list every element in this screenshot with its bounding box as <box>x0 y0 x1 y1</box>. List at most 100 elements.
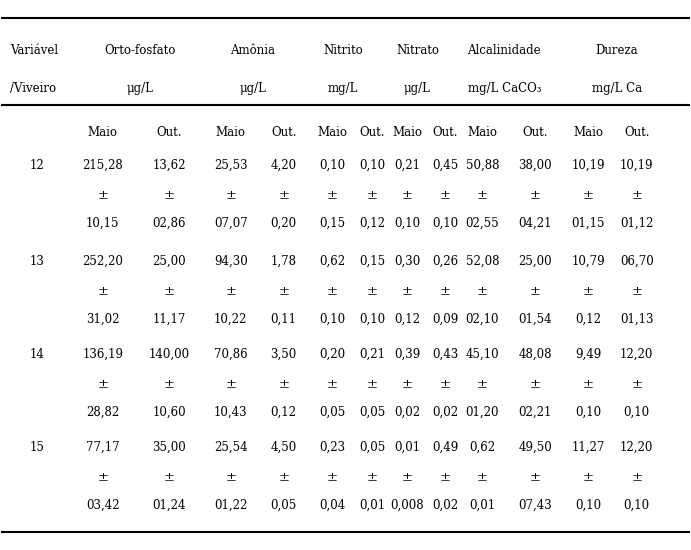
Text: mg/L CaCO₃: mg/L CaCO₃ <box>468 82 541 96</box>
Text: 31,02: 31,02 <box>86 312 120 325</box>
Text: 0,15: 0,15 <box>319 217 346 229</box>
Text: 1,78: 1,78 <box>271 255 296 268</box>
Text: ±: ± <box>439 471 451 484</box>
Text: 0,008: 0,008 <box>390 498 424 512</box>
Text: 01,24: 01,24 <box>152 498 186 512</box>
Text: 0,05: 0,05 <box>319 405 346 419</box>
Text: 0,10: 0,10 <box>575 405 601 419</box>
Text: ±: ± <box>366 285 377 298</box>
Text: ±: ± <box>530 378 540 391</box>
Text: ±: ± <box>401 189 413 202</box>
Text: 02,86: 02,86 <box>152 217 186 229</box>
Text: Maio: Maio <box>573 126 603 139</box>
Text: 0,15: 0,15 <box>359 255 385 268</box>
Text: ±: ± <box>164 189 175 202</box>
Text: 06,70: 06,70 <box>620 255 654 268</box>
Text: 0,12: 0,12 <box>359 217 385 229</box>
Text: 52,08: 52,08 <box>466 255 499 268</box>
Text: 49,50: 49,50 <box>518 441 552 454</box>
Text: ±: ± <box>327 189 338 202</box>
Text: 252,20: 252,20 <box>82 255 123 268</box>
Text: ±: ± <box>225 285 236 298</box>
Text: 10,15: 10,15 <box>86 217 120 229</box>
Text: ±: ± <box>583 285 594 298</box>
Text: 04,21: 04,21 <box>518 217 552 229</box>
Text: 0,02: 0,02 <box>432 498 458 512</box>
Text: 0,62: 0,62 <box>469 441 495 454</box>
Text: 25,00: 25,00 <box>152 255 186 268</box>
Text: ±: ± <box>164 378 175 391</box>
Text: ±: ± <box>225 189 236 202</box>
Text: Orto-fosfato: Orto-fosfato <box>104 44 176 57</box>
Text: 01,20: 01,20 <box>466 405 499 419</box>
Text: ±: ± <box>278 378 290 391</box>
Text: 25,53: 25,53 <box>214 159 247 172</box>
Text: Out.: Out. <box>624 126 650 139</box>
Text: 0,39: 0,39 <box>394 348 420 361</box>
Text: 01,12: 01,12 <box>620 217 654 229</box>
Text: 0,01: 0,01 <box>469 498 495 512</box>
Text: ±: ± <box>631 189 642 202</box>
Text: 03,42: 03,42 <box>86 498 120 512</box>
Text: 10,60: 10,60 <box>152 405 186 419</box>
Text: 01,22: 01,22 <box>214 498 247 512</box>
Text: mg/L: mg/L <box>328 82 359 96</box>
Text: 01,54: 01,54 <box>518 312 552 325</box>
Text: ±: ± <box>327 471 338 484</box>
Text: 215,28: 215,28 <box>82 159 123 172</box>
Text: Nitrato: Nitrato <box>396 44 439 57</box>
Text: 0,20: 0,20 <box>319 348 346 361</box>
Text: 28,82: 28,82 <box>86 405 120 419</box>
Text: 0,21: 0,21 <box>359 348 385 361</box>
Text: 0,02: 0,02 <box>432 405 458 419</box>
Text: ±: ± <box>97 285 108 298</box>
Text: ±: ± <box>366 189 377 202</box>
Text: 15: 15 <box>29 441 44 454</box>
Text: ±: ± <box>530 285 540 298</box>
Text: Maio: Maio <box>467 126 498 139</box>
Text: Maio: Maio <box>392 126 422 139</box>
Text: /Viveiro: /Viveiro <box>10 82 57 96</box>
Text: ±: ± <box>477 471 488 484</box>
Text: 0,05: 0,05 <box>359 441 385 454</box>
Text: 0,62: 0,62 <box>319 255 346 268</box>
Text: 0,01: 0,01 <box>394 441 420 454</box>
Text: 10,19: 10,19 <box>571 159 605 172</box>
Text: Dureza: Dureza <box>596 44 638 57</box>
Text: ±: ± <box>278 471 290 484</box>
Text: 0,01: 0,01 <box>359 498 385 512</box>
Text: 02,21: 02,21 <box>518 405 552 419</box>
Text: Out.: Out. <box>359 126 385 139</box>
Text: 4,50: 4,50 <box>271 441 297 454</box>
Text: 02,10: 02,10 <box>466 312 499 325</box>
Text: 25,00: 25,00 <box>518 255 552 268</box>
Text: ±: ± <box>97 189 108 202</box>
Text: 0,12: 0,12 <box>575 312 601 325</box>
Text: 13: 13 <box>29 255 44 268</box>
Text: 0,10: 0,10 <box>394 217 420 229</box>
Text: 0,23: 0,23 <box>319 441 346 454</box>
Text: Variável: Variável <box>10 44 58 57</box>
Text: 0,43: 0,43 <box>432 348 458 361</box>
Text: ±: ± <box>327 378 338 391</box>
Text: Out.: Out. <box>271 126 296 139</box>
Text: ±: ± <box>401 378 413 391</box>
Text: 01,13: 01,13 <box>620 312 654 325</box>
Text: ±: ± <box>327 285 338 298</box>
Text: ±: ± <box>530 189 540 202</box>
Text: 0,10: 0,10 <box>359 312 385 325</box>
Text: 0,12: 0,12 <box>271 405 296 419</box>
Text: ±: ± <box>278 285 290 298</box>
Text: ±: ± <box>366 471 377 484</box>
Text: ±: ± <box>477 285 488 298</box>
Text: 45,10: 45,10 <box>466 348 499 361</box>
Text: μg/L: μg/L <box>239 82 266 96</box>
Text: 11,27: 11,27 <box>571 441 605 454</box>
Text: 12,20: 12,20 <box>620 441 654 454</box>
Text: Nitrito: Nitrito <box>323 44 363 57</box>
Text: 07,43: 07,43 <box>518 498 552 512</box>
Text: 12: 12 <box>29 159 44 172</box>
Text: 77,17: 77,17 <box>86 441 120 454</box>
Text: 0,10: 0,10 <box>319 159 346 172</box>
Text: ±: ± <box>401 471 413 484</box>
